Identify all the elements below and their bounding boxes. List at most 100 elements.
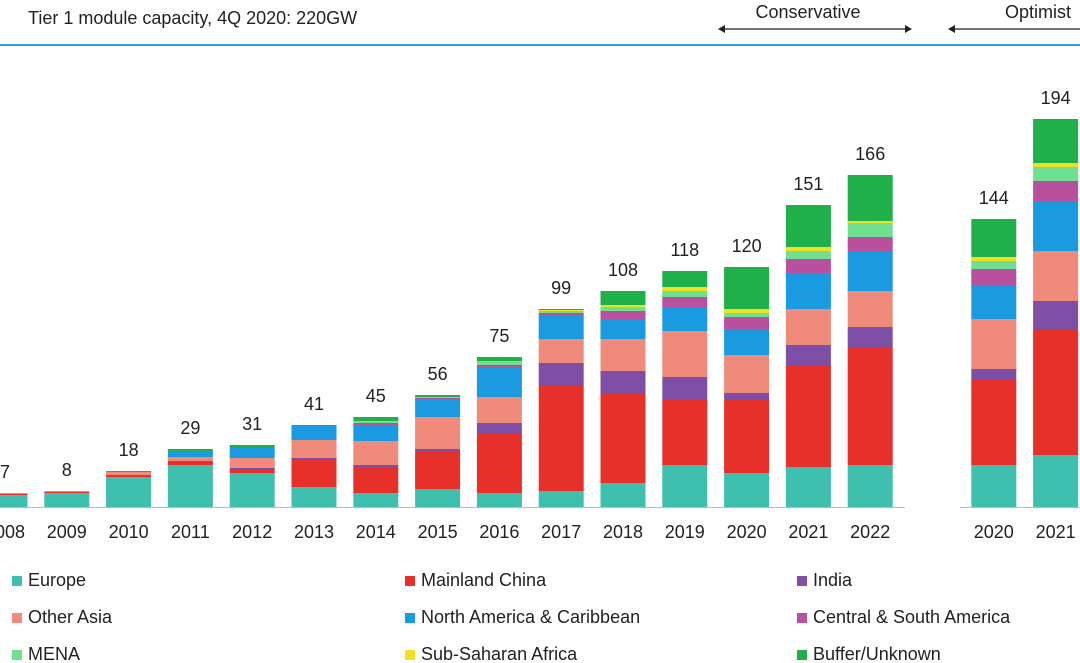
bar-segment: [415, 397, 461, 398]
bar-segment: [106, 475, 152, 477]
legend-label: MENA: [28, 644, 80, 663]
total-label: 45: [366, 386, 386, 406]
bar-segment: [0, 493, 28, 494]
bar-segment: [785, 273, 831, 309]
bar-segment: [44, 493, 90, 507]
bar-segment: [229, 458, 275, 468]
bar-segment: [0, 494, 28, 495]
total-label: 120: [732, 236, 762, 256]
x-tick-label: 2015: [418, 522, 458, 542]
bar-segment: [167, 457, 213, 461]
bar-segment: [476, 397, 522, 423]
bar-segment: [724, 317, 770, 329]
bar-segment: [476, 367, 522, 397]
total-label: 118: [670, 240, 699, 260]
bar-segment: [229, 447, 275, 448]
x-tick-label: 2022: [850, 522, 890, 542]
bar-segment: [971, 369, 1017, 379]
legend-label: Europe: [28, 570, 86, 590]
bar-segment: [662, 297, 708, 307]
x-tick-label: 2020: [727, 522, 767, 542]
bar-segment: [353, 421, 399, 423]
bar-segment: [785, 365, 831, 467]
total-label: 75: [489, 326, 509, 346]
total-label: 18: [119, 440, 139, 460]
legend-label: Sub-Saharan Africa: [421, 644, 578, 663]
range-arrow: [718, 25, 1080, 33]
chart-title: Tier 1 module capacity, 4Q 2020: 220GW: [28, 8, 357, 28]
bar-segment: [600, 311, 646, 319]
bar-segment: [724, 393, 770, 399]
bar-segment: [291, 487, 337, 507]
bar-segment: [538, 309, 584, 310]
x-tick-label: 2018: [603, 522, 643, 542]
bar-segment: [1033, 119, 1079, 163]
bar-segment: [662, 287, 708, 291]
bar-segment: [229, 469, 275, 473]
bar-segment: [353, 467, 399, 493]
x-tick-label: 2010: [109, 522, 149, 542]
bar-segment: [415, 398, 461, 399]
legend-label: India: [813, 570, 853, 590]
bar-segment: [1033, 201, 1079, 251]
bar-segment: [971, 257, 1017, 261]
bar-segment: [785, 205, 831, 247]
bar-segment: [1033, 301, 1079, 329]
bar-segment: [353, 441, 399, 465]
legend-label: Central & South America: [813, 607, 1011, 627]
x-tick-label: 2016: [479, 522, 519, 542]
bar-segment: [415, 417, 461, 449]
bar-segment: [724, 329, 770, 355]
bar-segment: [44, 492, 90, 493]
bar-segment: [1033, 329, 1079, 455]
bar-segment: [106, 471, 152, 472]
bar-segment: [662, 307, 708, 331]
bar-segment: [538, 339, 584, 363]
bar-segment: [785, 251, 831, 259]
total-label: 194: [1041, 88, 1071, 108]
bar-segment: [353, 465, 399, 467]
bar-segment: [662, 331, 708, 377]
bar-segment: [476, 433, 522, 493]
legend-label: Other Asia: [28, 607, 113, 627]
bar-segment: [538, 313, 584, 315]
bar-segment: [971, 261, 1017, 269]
bar-segment: [724, 473, 770, 507]
bar-segment: [353, 417, 399, 421]
bar-segment: [538, 363, 584, 385]
total-label: 99: [551, 278, 571, 298]
bar-segment: [724, 267, 770, 309]
bar-segment: [662, 399, 708, 465]
bar-segment: [971, 285, 1017, 319]
legend-swatch: [797, 576, 807, 586]
bar-segment: [600, 393, 646, 483]
bar-segment: [971, 379, 1017, 465]
legend-swatch: [12, 613, 22, 623]
bar-segment: [785, 247, 831, 251]
bar-segment: [847, 347, 893, 465]
bar-segment: [847, 237, 893, 251]
legend-swatch: [405, 613, 415, 623]
total-label: 144: [979, 188, 1009, 208]
bar-segment: [538, 385, 584, 491]
x-tick-label: 2013: [294, 522, 334, 542]
bar-segment: [1033, 167, 1079, 181]
x-tick-label: 2017: [541, 522, 581, 542]
total-label: 29: [180, 418, 200, 438]
bar-segment: [538, 315, 584, 339]
bar-segment: [847, 251, 893, 291]
x-tick-label: 2008: [0, 522, 25, 542]
x-tick-label: 2014: [356, 522, 396, 542]
bar-segment: [476, 493, 522, 507]
legend-label: North America & Caribbean: [421, 607, 640, 627]
bar-segment: [847, 327, 893, 347]
bar-segment: [600, 483, 646, 507]
bar-segment: [971, 269, 1017, 285]
x-tick-label: 2012: [232, 522, 272, 542]
total-label: 166: [855, 144, 885, 164]
bar-segment: [415, 489, 461, 507]
bar-segment: [847, 175, 893, 221]
bar-segment: [415, 449, 461, 451]
bar-segment: [600, 307, 646, 311]
